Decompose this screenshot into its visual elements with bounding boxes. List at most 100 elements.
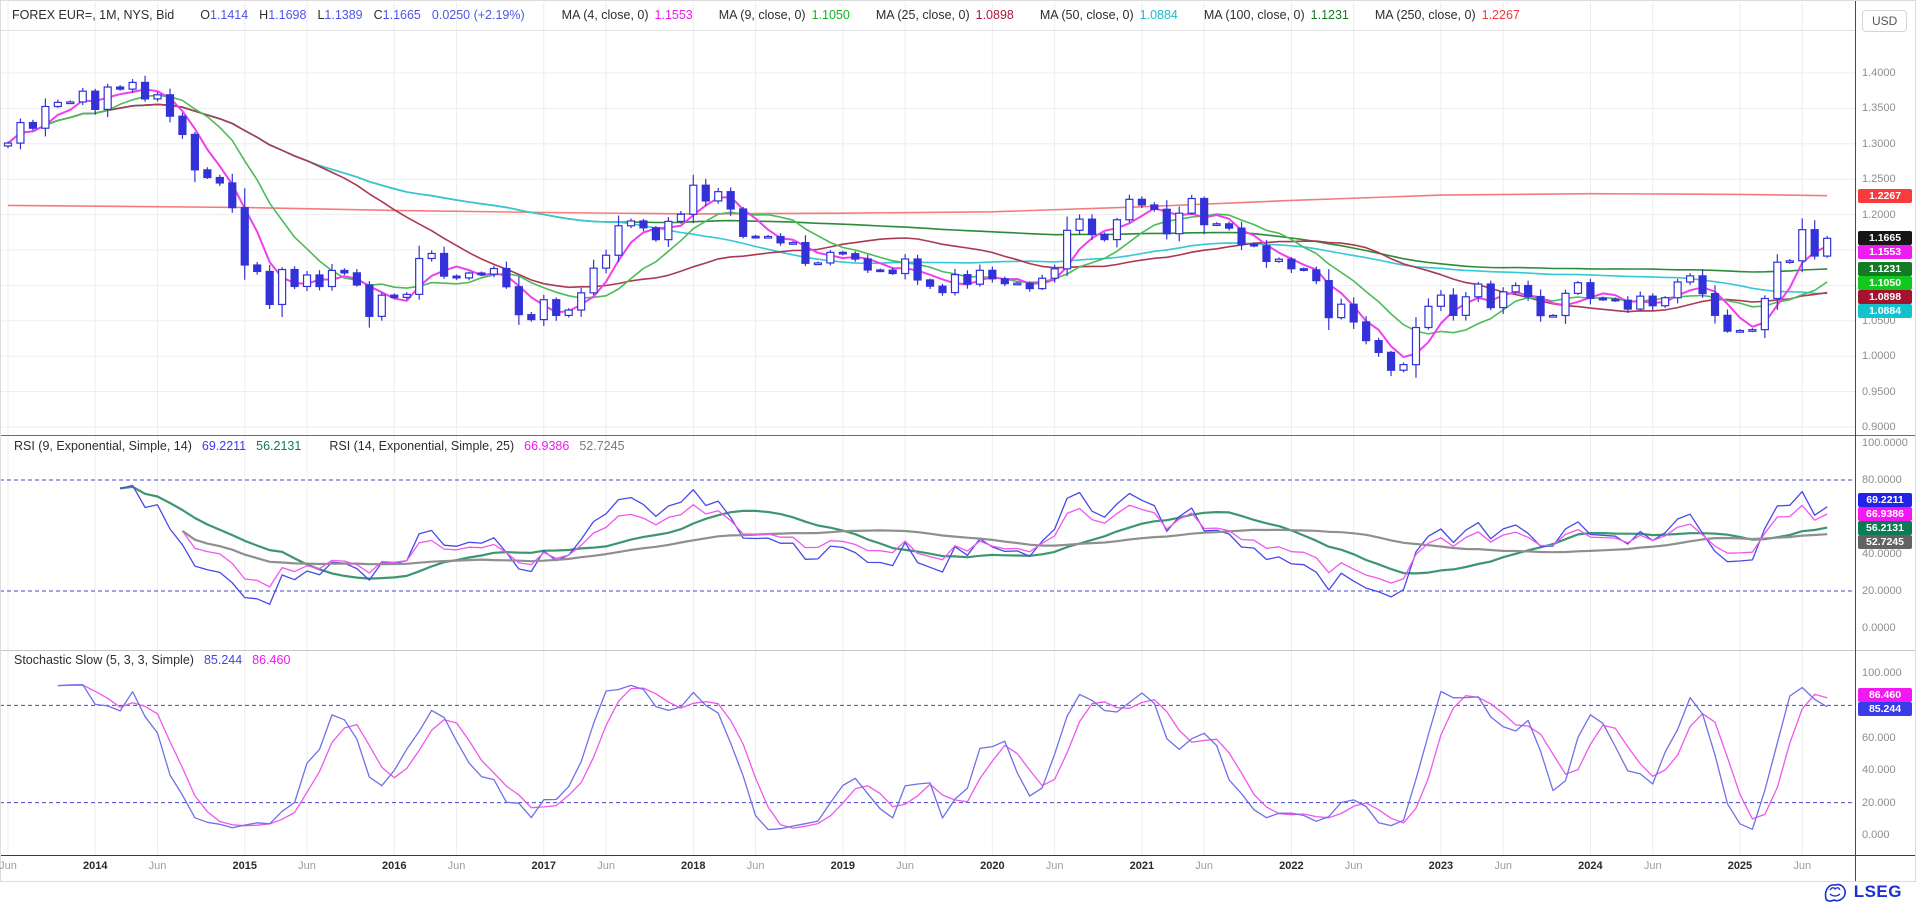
- candle-up: [1673, 281, 1682, 299]
- price-axis-label: 1.2500: [1862, 173, 1896, 186]
- candle-down: [1723, 314, 1732, 332]
- candle-down: [651, 227, 661, 241]
- candle-up: [664, 220, 673, 241]
- candle-down: [639, 220, 648, 229]
- candle-down: [440, 252, 449, 277]
- candle-up: [1511, 284, 1520, 293]
- stochastic-legend[interactable]: Stochastic Slow (5, 3, 3, Simple) 85.244 8…: [14, 653, 318, 667]
- candle-up: [1798, 229, 1807, 262]
- candle-up: [1062, 229, 1072, 270]
- rsi-axis-label: 100.0000: [1862, 437, 1908, 449]
- candle-up: [1760, 297, 1769, 331]
- candle-up: [626, 220, 636, 227]
- candle-down: [1137, 198, 1146, 206]
- candle-up: [1038, 277, 1047, 290]
- time-axis-year-label: 2014: [82, 860, 108, 872]
- candle-up: [1685, 275, 1695, 283]
- rsi-line-14: [181, 504, 1828, 588]
- time-axis-month-label: Jun: [298, 860, 316, 872]
- candle-up: [689, 184, 698, 215]
- candle-down: [1249, 243, 1259, 247]
- candle-up: [1573, 282, 1583, 294]
- candle-down: [1162, 208, 1171, 235]
- candle-down: [751, 235, 760, 239]
- candle-down: [203, 169, 212, 179]
- candle-down: [253, 264, 262, 273]
- candle-up: [714, 191, 723, 202]
- candle-up: [1075, 218, 1084, 231]
- time-axis-month-label: Jun: [1195, 860, 1214, 872]
- candle-up: [589, 267, 598, 294]
- candle-down: [776, 235, 785, 244]
- stochastic-study-value: 85.244: [203, 653, 243, 667]
- currency-axis-button[interactable]: USD: [1862, 10, 1908, 32]
- stoch-axis-label: 0.000: [1862, 829, 1890, 841]
- candle-down: [1486, 283, 1495, 309]
- candle-down: [1262, 245, 1271, 262]
- stoch-badge: 85.244: [1858, 701, 1912, 716]
- time-axis-month-label: Jun: [148, 860, 167, 872]
- time-axis-year-label: 2024: [1578, 860, 1603, 872]
- ma-legend-item-4[interactable]: MA (50, close, 0) 1.0884: [1039, 8, 1178, 22]
- candle-up: [1823, 237, 1832, 257]
- candle-down: [938, 285, 947, 294]
- candle-up: [1399, 364, 1408, 371]
- ohlc-token-h: H1.1698: [259, 8, 307, 22]
- candle-down: [1710, 293, 1720, 316]
- candle-up: [1013, 282, 1022, 286]
- candle-up: [1411, 326, 1421, 366]
- candle-down: [1449, 294, 1458, 316]
- rsi-badge: 56.2131: [1858, 520, 1912, 535]
- candle-down: [1586, 282, 1595, 299]
- lseg-crest-icon: [1824, 883, 1846, 902]
- rsi-axis-label: 0.0000: [1862, 622, 1896, 634]
- candle-up: [1474, 283, 1483, 298]
- candle-down: [1386, 351, 1396, 371]
- candle-down: [91, 90, 100, 110]
- candle-down: [178, 115, 187, 136]
- stoch-axis-label: 60.000: [1862, 731, 1896, 744]
- candle-up: [1125, 198, 1134, 221]
- candle-up: [539, 299, 548, 321]
- stoch-axis-label: 40.000: [1862, 764, 1896, 777]
- time-axis-month-label: Jun: [1045, 860, 1064, 872]
- rsi-axis-label: 20.0000: [1862, 585, 1902, 597]
- candle-up: [489, 267, 499, 275]
- candle-down: [240, 207, 249, 266]
- ma-legend-item-6[interactable]: MA (250, close, 0) 1.2267: [1374, 8, 1520, 22]
- price-axis-label: 0.9500: [1862, 385, 1896, 398]
- candle-up: [153, 94, 162, 100]
- candle-down: [165, 94, 175, 117]
- stoch-k-line: [57, 684, 1828, 831]
- rsi-legend[interactable]: RSI (9, Exponential, Simple, 14) 69.2211 5…: [14, 439, 653, 453]
- candle-down: [552, 299, 561, 317]
- candle-down: [1237, 227, 1246, 245]
- candle-down: [838, 251, 847, 255]
- instrument-title[interactable]: FOREX EUR=, 1M, NYS, Bid: [12, 8, 175, 22]
- candle-down: [876, 269, 885, 273]
- candle-up: [676, 213, 685, 222]
- candle-down: [527, 314, 536, 321]
- rsi-study-1-value: 69.2211: [201, 439, 247, 453]
- candle-down: [477, 272, 486, 276]
- ma-legend-item-5[interactable]: MA (100, close, 0) 1.1231: [1203, 8, 1349, 22]
- candle-up: [1187, 197, 1196, 214]
- time-axis-month-label: Jun: [597, 860, 615, 872]
- candle-up: [402, 293, 411, 298]
- candle-up: [427, 252, 436, 260]
- candle-up: [16, 121, 25, 144]
- price-badge: 1.1050: [1858, 276, 1912, 291]
- ma-legend-item-3[interactable]: MA (25, close, 0) 1.0898: [875, 8, 1014, 22]
- time-axis-year-label: 2020: [980, 860, 1005, 872]
- ma-legend-item-2[interactable]: MA (9, close, 0) 1.1050: [718, 8, 850, 22]
- candle-up: [950, 274, 960, 294]
- candle-up: [41, 105, 50, 129]
- ma-legend-item-1[interactable]: MA (4, close, 0) 1.1553: [561, 8, 693, 22]
- rsi-study-2: RSI (14, Exponential, Simple, 25) 66.9386…: [329, 439, 625, 453]
- candle-down: [390, 294, 399, 298]
- candle-down: [726, 191, 735, 210]
- candle-down: [1374, 340, 1383, 353]
- candle-down: [28, 121, 38, 129]
- candle-up: [901, 258, 910, 275]
